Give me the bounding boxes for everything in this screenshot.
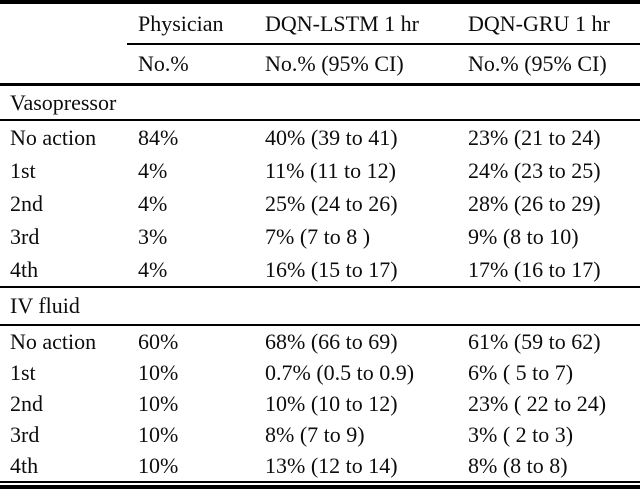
row-label-cell: No action — [10, 124, 97, 150]
corner-cell — [0, 4, 127, 44]
row-label-cell: 2nd — [10, 390, 43, 416]
physician-cell: 10% — [138, 452, 179, 478]
table-row: 3rd 10% 8% (7 to 9) 3% ( 2 to 3) — [0, 419, 640, 450]
table-row: 3rd 3% 7% (7 to 8 ) 9% (8 to 10) — [0, 220, 640, 253]
row-label-cell: 1st — [10, 157, 36, 183]
dqn-lstm-cell: 8% (7 to 9) — [265, 421, 365, 447]
physician-cell: 60% — [138, 328, 179, 354]
dqn-gru-cell: 23% (21 to 24) — [468, 124, 601, 150]
table-row: 4th 10% 13% (12 to 14) 8% (8 to 8) — [0, 450, 640, 482]
dqn-lstm-cell: 10% (10 to 12) — [265, 390, 398, 416]
physician-cell: 84% — [138, 124, 179, 150]
dqn-gru-cell: 17% (16 to 17) — [468, 256, 601, 282]
dqn-gru-cell: 61% (59 to 62) — [468, 328, 601, 354]
row-label-cell: No action — [10, 328, 97, 354]
dqn-lstm-cell: 0.7% (0.5 to 0.9) — [265, 359, 415, 385]
dqn-gru-cell: 23% ( 22 to 24) — [468, 390, 607, 416]
dqn-gru-cell: 28% (26 to 29) — [468, 190, 601, 216]
table-row: No action 60% 68% (66 to 69) 61% (59 to … — [0, 325, 640, 357]
dqn-lstm-cell: 68% (66 to 69) — [265, 328, 398, 354]
section-title: IV fluid — [0, 286, 640, 326]
physician-cell: 4% — [138, 190, 168, 216]
corner-cell — [0, 44, 127, 86]
section-header-vasopressor: Vasopressor — [0, 84, 640, 121]
subheader-physician: No.% — [127, 44, 265, 86]
table-row: 2nd 4% 25% (24 to 26) 28% (26 to 29) — [0, 187, 640, 220]
row-label-cell: 1st — [10, 359, 36, 385]
col-header-dqn-lstm: DQN-LSTM 1 hr — [265, 4, 468, 45]
dqn-lstm-cell: 7% (7 to 8 ) — [265, 223, 371, 249]
table-header-row: Physician DQN-LSTM 1 hr DQN-GRU 1 hr — [0, 4, 640, 45]
physician-cell: 4% — [138, 157, 168, 183]
dqn-gru-cell: 6% ( 5 to 7) — [468, 359, 574, 385]
dqn-gru-cell: 8% (8 to 8) — [468, 452, 568, 478]
physician-cell: 10% — [138, 359, 179, 385]
table-row: No action 84% 40% (39 to 41) 23% (21 to … — [0, 120, 640, 154]
table-row: 1st 4% 11% (11 to 12) 24% (23 to 25) — [0, 154, 640, 187]
physician-cell: 3% — [138, 223, 168, 249]
dqn-lstm-cell: 25% (24 to 26) — [265, 190, 398, 216]
col-header-physician: Physician — [127, 4, 265, 45]
dqn-gru-cell: 3% ( 2 to 3) — [468, 421, 574, 447]
row-label-cell: 2nd — [10, 190, 43, 216]
row-label-cell: 3rd — [10, 421, 40, 447]
physician-cell: 4% — [138, 256, 168, 282]
table-row: 1st 10% 0.7% (0.5 to 0.9) 6% ( 5 to 7) — [0, 357, 640, 388]
dqn-gru-cell: 24% (23 to 25) — [468, 157, 601, 183]
dqn-gru-cell: 9% (8 to 10) — [468, 223, 579, 249]
row-label-cell: 3rd — [10, 223, 40, 249]
dqn-lstm-cell: 11% (11 to 12) — [265, 157, 396, 183]
section-header-iv-fluid: IV fluid — [0, 286, 640, 326]
row-label-cell: 4th — [10, 256, 39, 282]
subheader-dqn-gru: No.% (95% CI) — [468, 44, 640, 86]
physician-cell: 10% — [138, 390, 179, 416]
subheader-dqn-lstm: No.% (95% CI) — [265, 44, 468, 86]
col-header-dqn-gru: DQN-GRU 1 hr — [468, 4, 640, 45]
table-row: 4th 4% 16% (15 to 17) 17% (16 to 17) — [0, 253, 640, 287]
physician-cell: 10% — [138, 421, 179, 447]
section-title: Vasopressor — [0, 84, 640, 121]
table-subheader-row: No.% No.% (95% CI) No.% (95% CI) — [0, 44, 640, 86]
dqn-lstm-cell: 16% (15 to 17) — [265, 256, 398, 282]
row-label-cell: 4th — [10, 452, 39, 478]
table-row: 2nd 10% 10% (10 to 12) 23% ( 22 to 24) — [0, 388, 640, 419]
dqn-lstm-cell: 13% (12 to 14) — [265, 452, 398, 478]
action-distribution-table: Physician DQN-LSTM 1 hr DQN-GRU 1 hr No.… — [0, 4, 640, 483]
dqn-lstm-cell: 40% (39 to 41) — [265, 124, 398, 150]
